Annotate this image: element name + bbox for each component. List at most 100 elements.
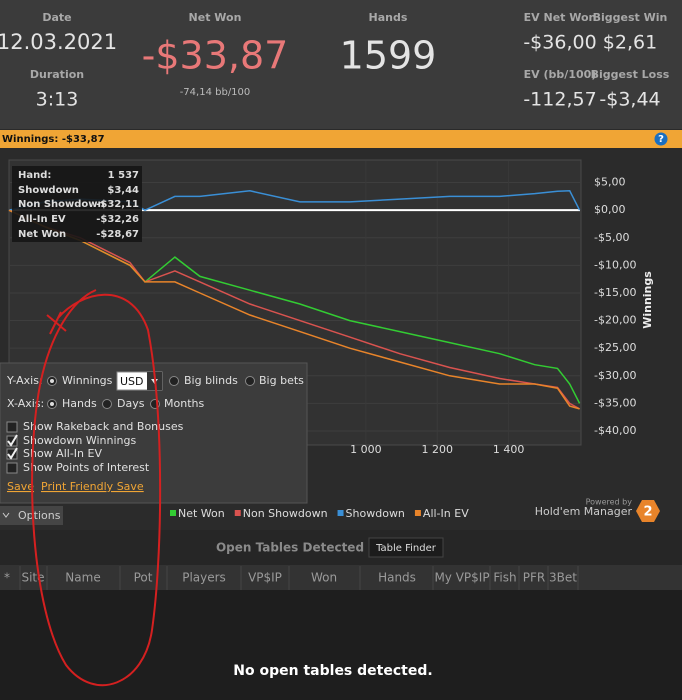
stat-value: 3:13 [36,89,79,111]
banner [0,130,682,148]
legend: Net Won Non Showdown Showdown All-In EV [170,507,469,520]
tooltip-label: Net Won [18,229,66,240]
brand-badge [636,500,660,522]
radio[interactable] [102,399,112,409]
stat-value: 12.03.2021 [0,30,117,54]
radio[interactable] [245,376,255,386]
stat-value: -112,57 [523,89,596,111]
y-tick-label: -$10,00 [594,258,636,271]
select-value[interactable]: USD [120,375,144,388]
radio-label[interactable]: Months [164,397,204,410]
column-header: 3Bet [549,571,577,585]
tooltip-value: -$28,67 [96,229,139,240]
y-axis-option-label: Y-Axis: [6,374,43,387]
column-header: Won [311,571,337,585]
table-finder-button[interactable] [368,537,444,558]
open-tables-title: Open Tables Detected [216,541,364,555]
tab-arrow [2,512,10,518]
radio-dot [50,402,54,406]
checkbox[interactable] [6,435,18,447]
checkbox[interactable] [6,462,18,474]
checkbox[interactable] [6,448,18,460]
empty-message: No open tables detected. [233,663,432,679]
y-tick-label: -$35,00 [594,396,636,409]
legend-swatch [337,510,344,516]
stat-label: Hands [369,11,408,24]
stats-panel [0,0,682,129]
powered-by: Powered by [586,498,633,507]
radio-label[interactable]: Big blinds [184,374,238,387]
check [7,434,18,447]
series-line [8,209,580,410]
stat-label: Biggest Win [593,11,668,24]
checkbox[interactable] [6,421,18,433]
column-header: Name [65,571,100,585]
column-header: My VP$IP [434,571,489,585]
print-save-link[interactable]: Print Friendly Save [41,480,144,493]
column-header: Hands [378,571,416,585]
radio-label[interactable]: Winnings [62,374,113,387]
y-tick-label: -$40,00 [594,424,636,437]
save-link[interactable]: Save [7,480,34,493]
checkbox-label[interactable]: Show All-In EV [23,447,102,460]
tooltip-value: 1 537 [108,170,139,181]
tooltip-rows: Hand: 1 537 Showdown $3,44 Non Showdown … [18,170,139,240]
y-tick-label: -$15,00 [594,286,636,299]
brand: Hold'em Manager [535,505,633,518]
legend-label: Net Won [178,507,225,520]
check [7,447,18,460]
tooltip-label: Non Showdown [18,199,105,210]
checkbox-label[interactable]: Showdown Winnings [23,434,137,447]
y-tick-label: -$25,00 [594,341,636,354]
checkbox-label[interactable]: Show Points of Interest [23,461,150,474]
x-tick-label: 1 400 [493,443,525,456]
stat-label: Duration [30,68,84,81]
radio-label[interactable]: Days [117,397,145,410]
stat-value: $2,61 [603,32,657,54]
tooltip-label: Hand: [18,170,51,181]
table-body [0,590,682,700]
y-tick-label: -$30,00 [594,369,636,382]
x-tick-label: 1 200 [422,443,454,456]
stat-label: Biggest Loss [591,68,670,81]
tooltip-value: $3,44 [107,185,139,196]
tooltip-label: All-In EV [18,214,66,225]
column-header: Pot [134,571,153,585]
tooltip-value: -$32,26 [96,214,139,225]
stat-value: -$3,44 [599,89,660,111]
y-tick-label: -$5,00 [594,231,629,244]
stat-label: Date [42,11,71,24]
column-header: Fish [493,571,516,585]
button-label[interactable]: Table Finder [375,543,437,554]
stat-label: EV Net Won [524,11,597,24]
stat-value: -$36,00 [523,32,596,54]
radio-label[interactable]: Hands [62,397,97,410]
checkbox-label[interactable]: Show Rakeback and Bonuses [23,420,184,433]
x-tick-label: 1 000 [350,443,382,456]
radio-label[interactable]: Big bets [259,374,304,387]
stat-sub: -74,14 bb/100 [180,87,251,98]
tooltip-value: -$32,11 [96,199,139,210]
legend-swatch [234,510,241,516]
help-text[interactable]: ? [658,134,664,145]
options-tab-label[interactable]: Options [18,509,61,522]
radio-dot [50,379,54,383]
stat-value: 1599 [340,34,437,78]
options-tab[interactable] [0,506,63,525]
column-header: * [4,571,10,585]
help-icon[interactable] [654,132,668,146]
radio[interactable] [169,376,179,386]
stat-label: EV (bb/100) [524,68,597,81]
y-tick-label: -$20,00 [594,314,636,327]
legend-label: All-In EV [423,507,469,520]
tooltip-label: Showdown [18,185,79,196]
legend-label: Non Showdown [243,507,328,520]
y-tick-label: $5,00 [594,176,626,189]
table-header [0,565,682,590]
column-header: VP$IP [248,571,282,585]
stat-value: -$33,87 [142,34,289,78]
x-axis-option-label: X-Axis: [7,397,44,410]
column-header: Site [21,571,44,585]
banner-text: Winnings: -$33,87 [2,134,105,145]
